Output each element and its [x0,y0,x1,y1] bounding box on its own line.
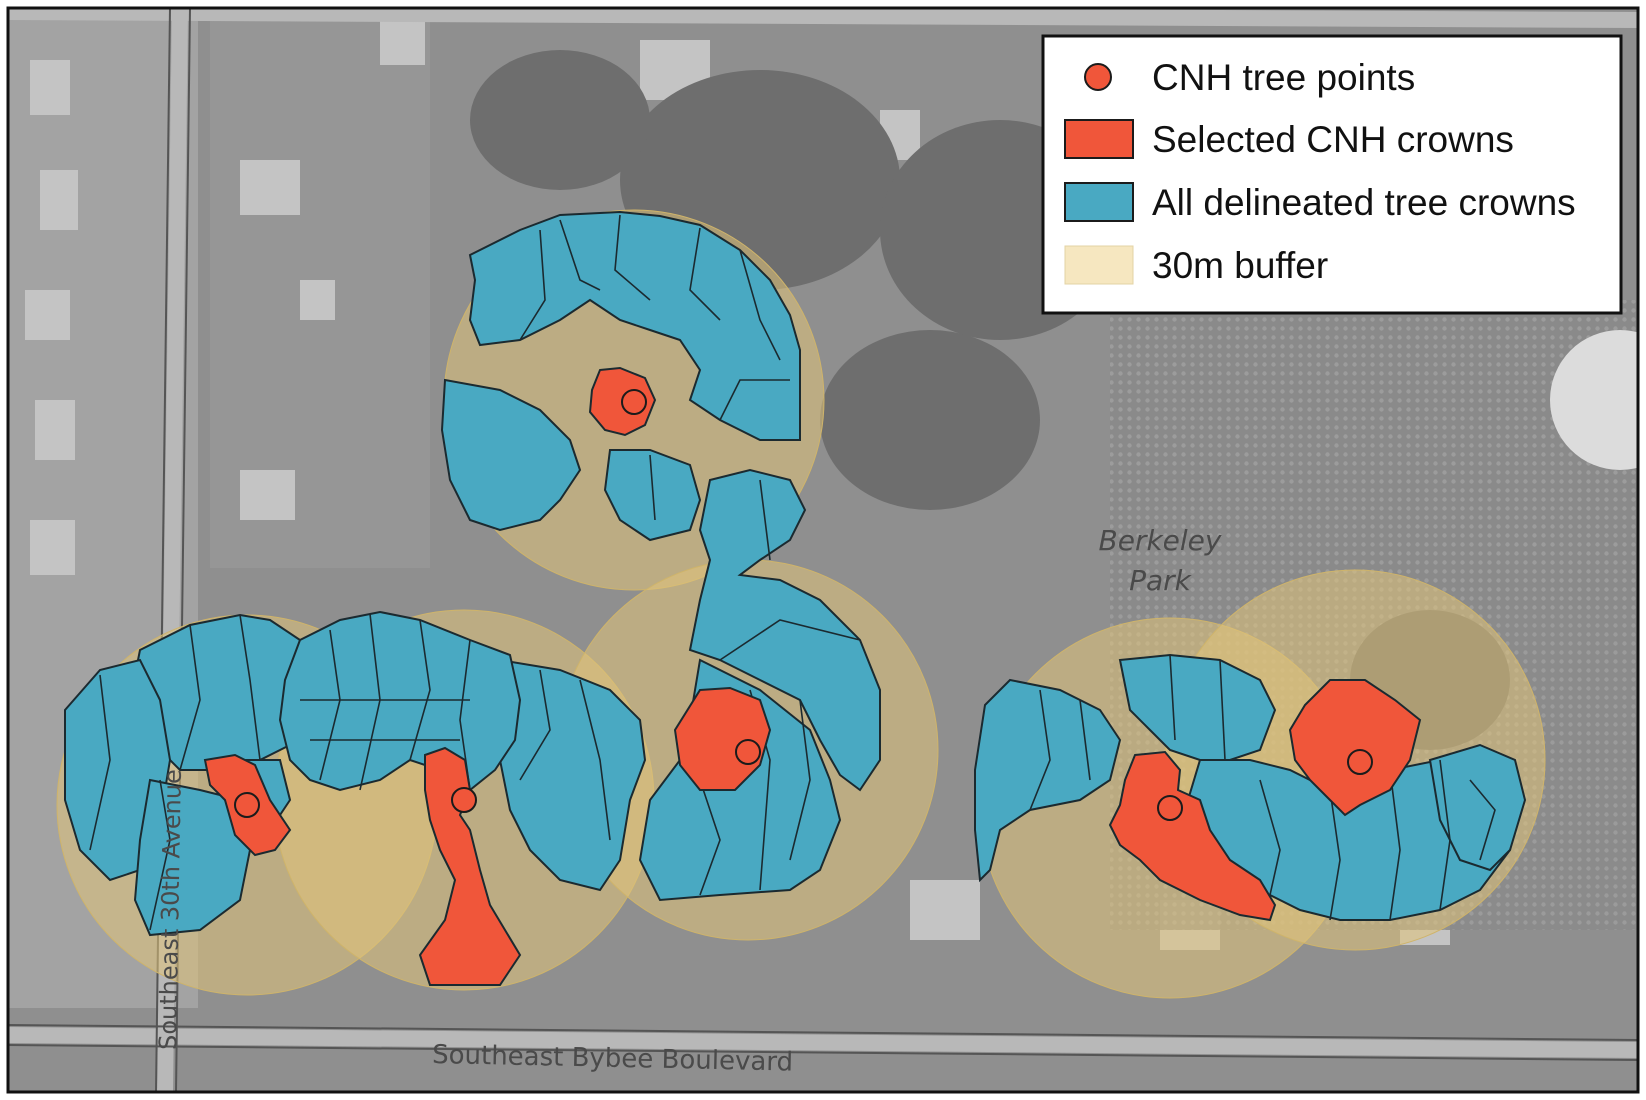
tree-point[interactable] [234,792,260,818]
tree-crown [493,658,647,892]
park-label-line1: Berkeley [1099,524,1222,557]
tree-points-layer [234,389,1373,821]
legend-label: All delineated tree crowns [1152,182,1576,223]
legend-box [1041,34,1623,315]
selected-crown[interactable] [1288,679,1422,817]
tree-point[interactable] [1157,795,1183,821]
map-frame [6,6,1640,1094]
legend-label: Selected CNH crowns [1152,119,1514,160]
tree-crown [1428,743,1527,872]
tree-point[interactable] [735,739,761,765]
avenue-label: Southeast 30th Avenue [154,769,187,1050]
legend-label: CNH tree points [1152,57,1415,98]
tree-point[interactable] [621,389,647,415]
legend-item-selected-crowns: Selected CNH crowns [1064,119,1514,160]
selected-crown[interactable] [1108,750,1277,922]
tree-crown [1118,653,1277,761]
legend-item-delineated-crowns: All delineated tree crowns [1064,182,1576,223]
selected-crowns-layer [203,366,1422,986]
legend-label: 30m buffer [1152,245,1328,286]
tree-crown [440,378,582,532]
tree-point[interactable] [1347,749,1373,775]
tree-crown [688,468,881,792]
legend-swatch-icon [1064,245,1134,285]
map-labels: Berkeley Park Southeast Bybee Boulevard … [154,524,1222,1078]
legend-swatch-icon [1064,182,1134,222]
legend-item-buffer: 30m buffer [1064,245,1328,286]
legend-item-tree-points: CNH tree points [1084,57,1415,98]
legend: CNH tree points Selected CNH crowns All … [1041,34,1623,315]
selected-crown[interactable] [418,746,522,986]
park-label-line2: Park [1129,564,1193,597]
tree-point[interactable] [451,787,477,813]
legend-circle-icon [1084,63,1112,91]
legend-swatch-icon [1064,119,1134,159]
